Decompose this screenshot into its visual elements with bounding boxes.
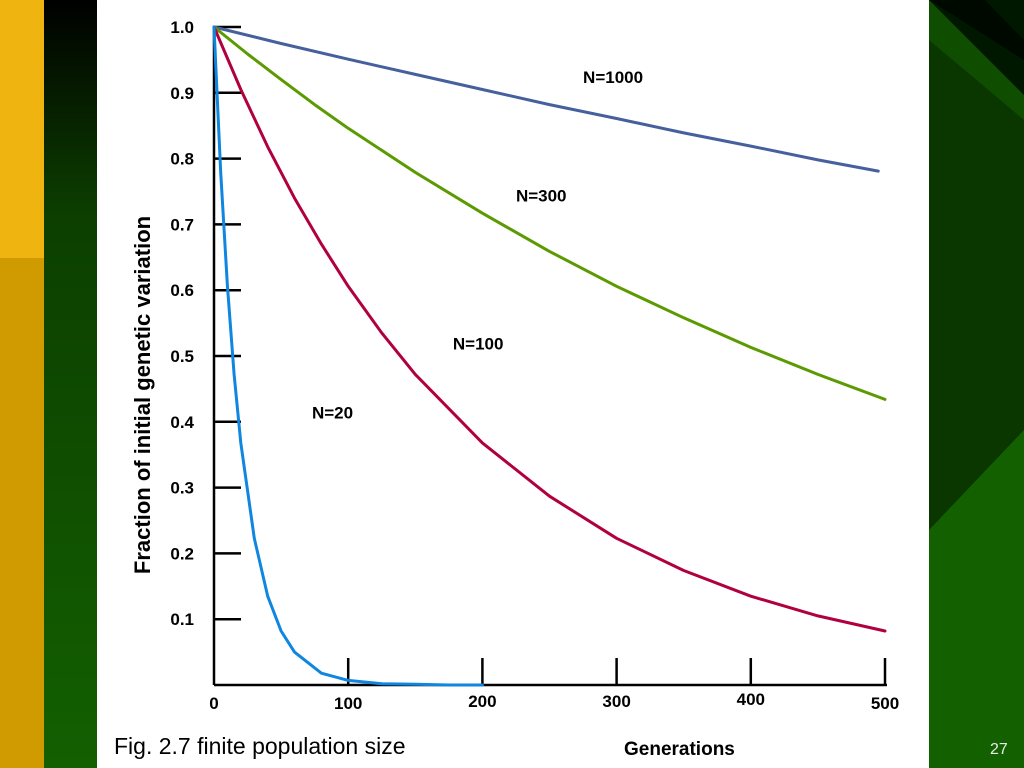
x-tick-label: 200 (468, 692, 496, 711)
y-tick-label: 0.5 (170, 347, 194, 366)
y-tick-label: 0.6 (170, 281, 194, 300)
x-tick-label: 100 (334, 694, 362, 713)
y-tick-label: 0.3 (170, 479, 194, 498)
y-tick-label: 0.2 (170, 544, 194, 563)
x-tick-label: 400 (737, 690, 765, 709)
x-tick-label: 300 (602, 692, 630, 711)
series-group (212, 25, 887, 687)
y-tick-label: 0.8 (170, 150, 194, 169)
y-tick-label: 0.7 (170, 215, 194, 234)
series-line-n-1000 (212, 25, 880, 173)
figure-caption: Fig. 2.7 finite population size (114, 733, 406, 759)
x-tick-label: 500 (871, 694, 899, 713)
page-number: 27 (990, 741, 1008, 758)
y-tick-label: 0.1 (170, 610, 194, 629)
y-tick-label: 0.9 (170, 84, 194, 103)
y-tick-label: 1.0 (170, 18, 194, 37)
annotations-group: N=1000 N=300 N=100 N=20 (312, 68, 643, 423)
chart: 0.1 0.2 0.3 0.4 0.5 0.6 0.7 0.8 0.9 1.0 0 100 200 300… (97, 0, 929, 768)
y-axis-label: Fraction of initial genetic variation (130, 216, 155, 574)
series-label: N=20 (312, 404, 353, 423)
x-tick-label: 0 (209, 694, 218, 713)
chart-background (97, 0, 929, 768)
series-label: N=300 (516, 186, 567, 205)
x-axis-label: Generations (624, 739, 735, 760)
y-tick-label: 0.4 (170, 413, 194, 432)
series-label: N=1000 (583, 68, 643, 87)
series-line-n-100 (212, 25, 887, 633)
axes: 0.1 0.2 0.3 0.4 0.5 0.6 0.7 0.8 0.9 1.0 0 100 200 300… (170, 18, 899, 713)
series-line-n-20 (212, 25, 484, 687)
sidebar-gold-bottom (0, 258, 44, 768)
series-label: N=100 (453, 334, 504, 353)
series-line-n-300 (212, 25, 887, 401)
diagonal-shape (929, 40, 1024, 530)
sidebar-green-strip (44, 0, 97, 768)
sidebar-gold-top (0, 0, 44, 258)
